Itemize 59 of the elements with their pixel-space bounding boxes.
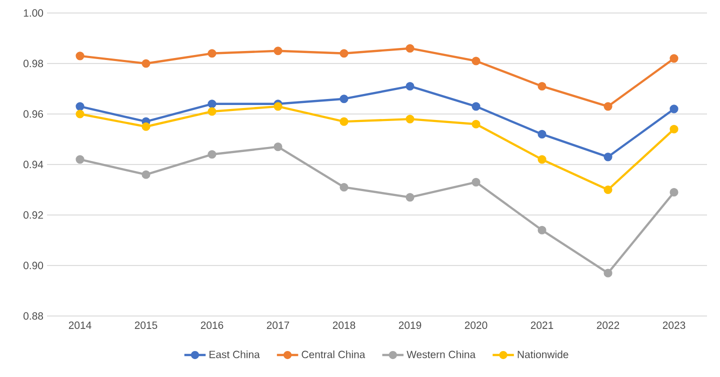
point	[208, 49, 216, 58]
x-tick-label: 2015	[134, 322, 158, 329]
point	[406, 193, 414, 202]
y-tick-label: 1.00	[24, 9, 44, 17]
point	[670, 104, 678, 114]
legend-label: Central China	[302, 350, 366, 358]
x-tick-label: 2021	[530, 322, 554, 329]
point	[340, 49, 348, 58]
point	[472, 178, 480, 186]
point	[538, 82, 546, 91]
point	[538, 155, 546, 164]
point	[142, 122, 150, 131]
legend-label: East China	[210, 350, 260, 358]
point	[538, 130, 546, 138]
y-tick-label: 0.96	[24, 110, 44, 118]
point	[208, 100, 216, 108]
y-tick-label: 0.94	[24, 160, 44, 168]
point	[274, 142, 282, 152]
x-tick-label: 2020	[464, 322, 488, 329]
y-tick-label: 0.88	[24, 312, 44, 320]
point	[472, 120, 480, 128]
x-tick-label: 2023	[662, 322, 686, 329]
point	[208, 107, 216, 116]
point	[274, 46, 282, 56]
point	[604, 268, 612, 278]
legend-label: Nationwide	[518, 350, 568, 358]
x-tick-label: 2022	[596, 322, 620, 329]
point	[340, 182, 348, 192]
y-tick-label: 0.90	[24, 262, 44, 270]
point	[406, 44, 414, 53]
point	[604, 152, 612, 162]
point	[76, 102, 84, 111]
point	[142, 170, 150, 179]
x-tick-label: 2017	[266, 322, 290, 329]
point	[670, 124, 678, 134]
point	[142, 59, 150, 68]
x-tick-label: 2016	[200, 322, 224, 329]
point	[670, 188, 678, 197]
y-tick-label: 0.98	[24, 60, 44, 68]
x-tick-label: 2018	[332, 322, 356, 329]
point	[472, 102, 480, 111]
point	[208, 150, 216, 159]
point	[604, 102, 612, 111]
point	[76, 110, 84, 118]
point	[538, 226, 546, 234]
point	[670, 54, 678, 63]
point	[340, 94, 348, 104]
point	[406, 114, 414, 124]
point	[76, 52, 84, 60]
point	[340, 117, 348, 126]
y-tick-label: 0.92	[24, 211, 43, 219]
point	[76, 155, 84, 164]
x-tick-label: 2014	[68, 322, 92, 329]
legend-label: Western China	[406, 350, 476, 358]
x-tick-label: 2019	[398, 322, 422, 329]
point	[472, 56, 480, 66]
point	[274, 102, 282, 111]
point	[604, 185, 612, 194]
point	[406, 82, 414, 91]
